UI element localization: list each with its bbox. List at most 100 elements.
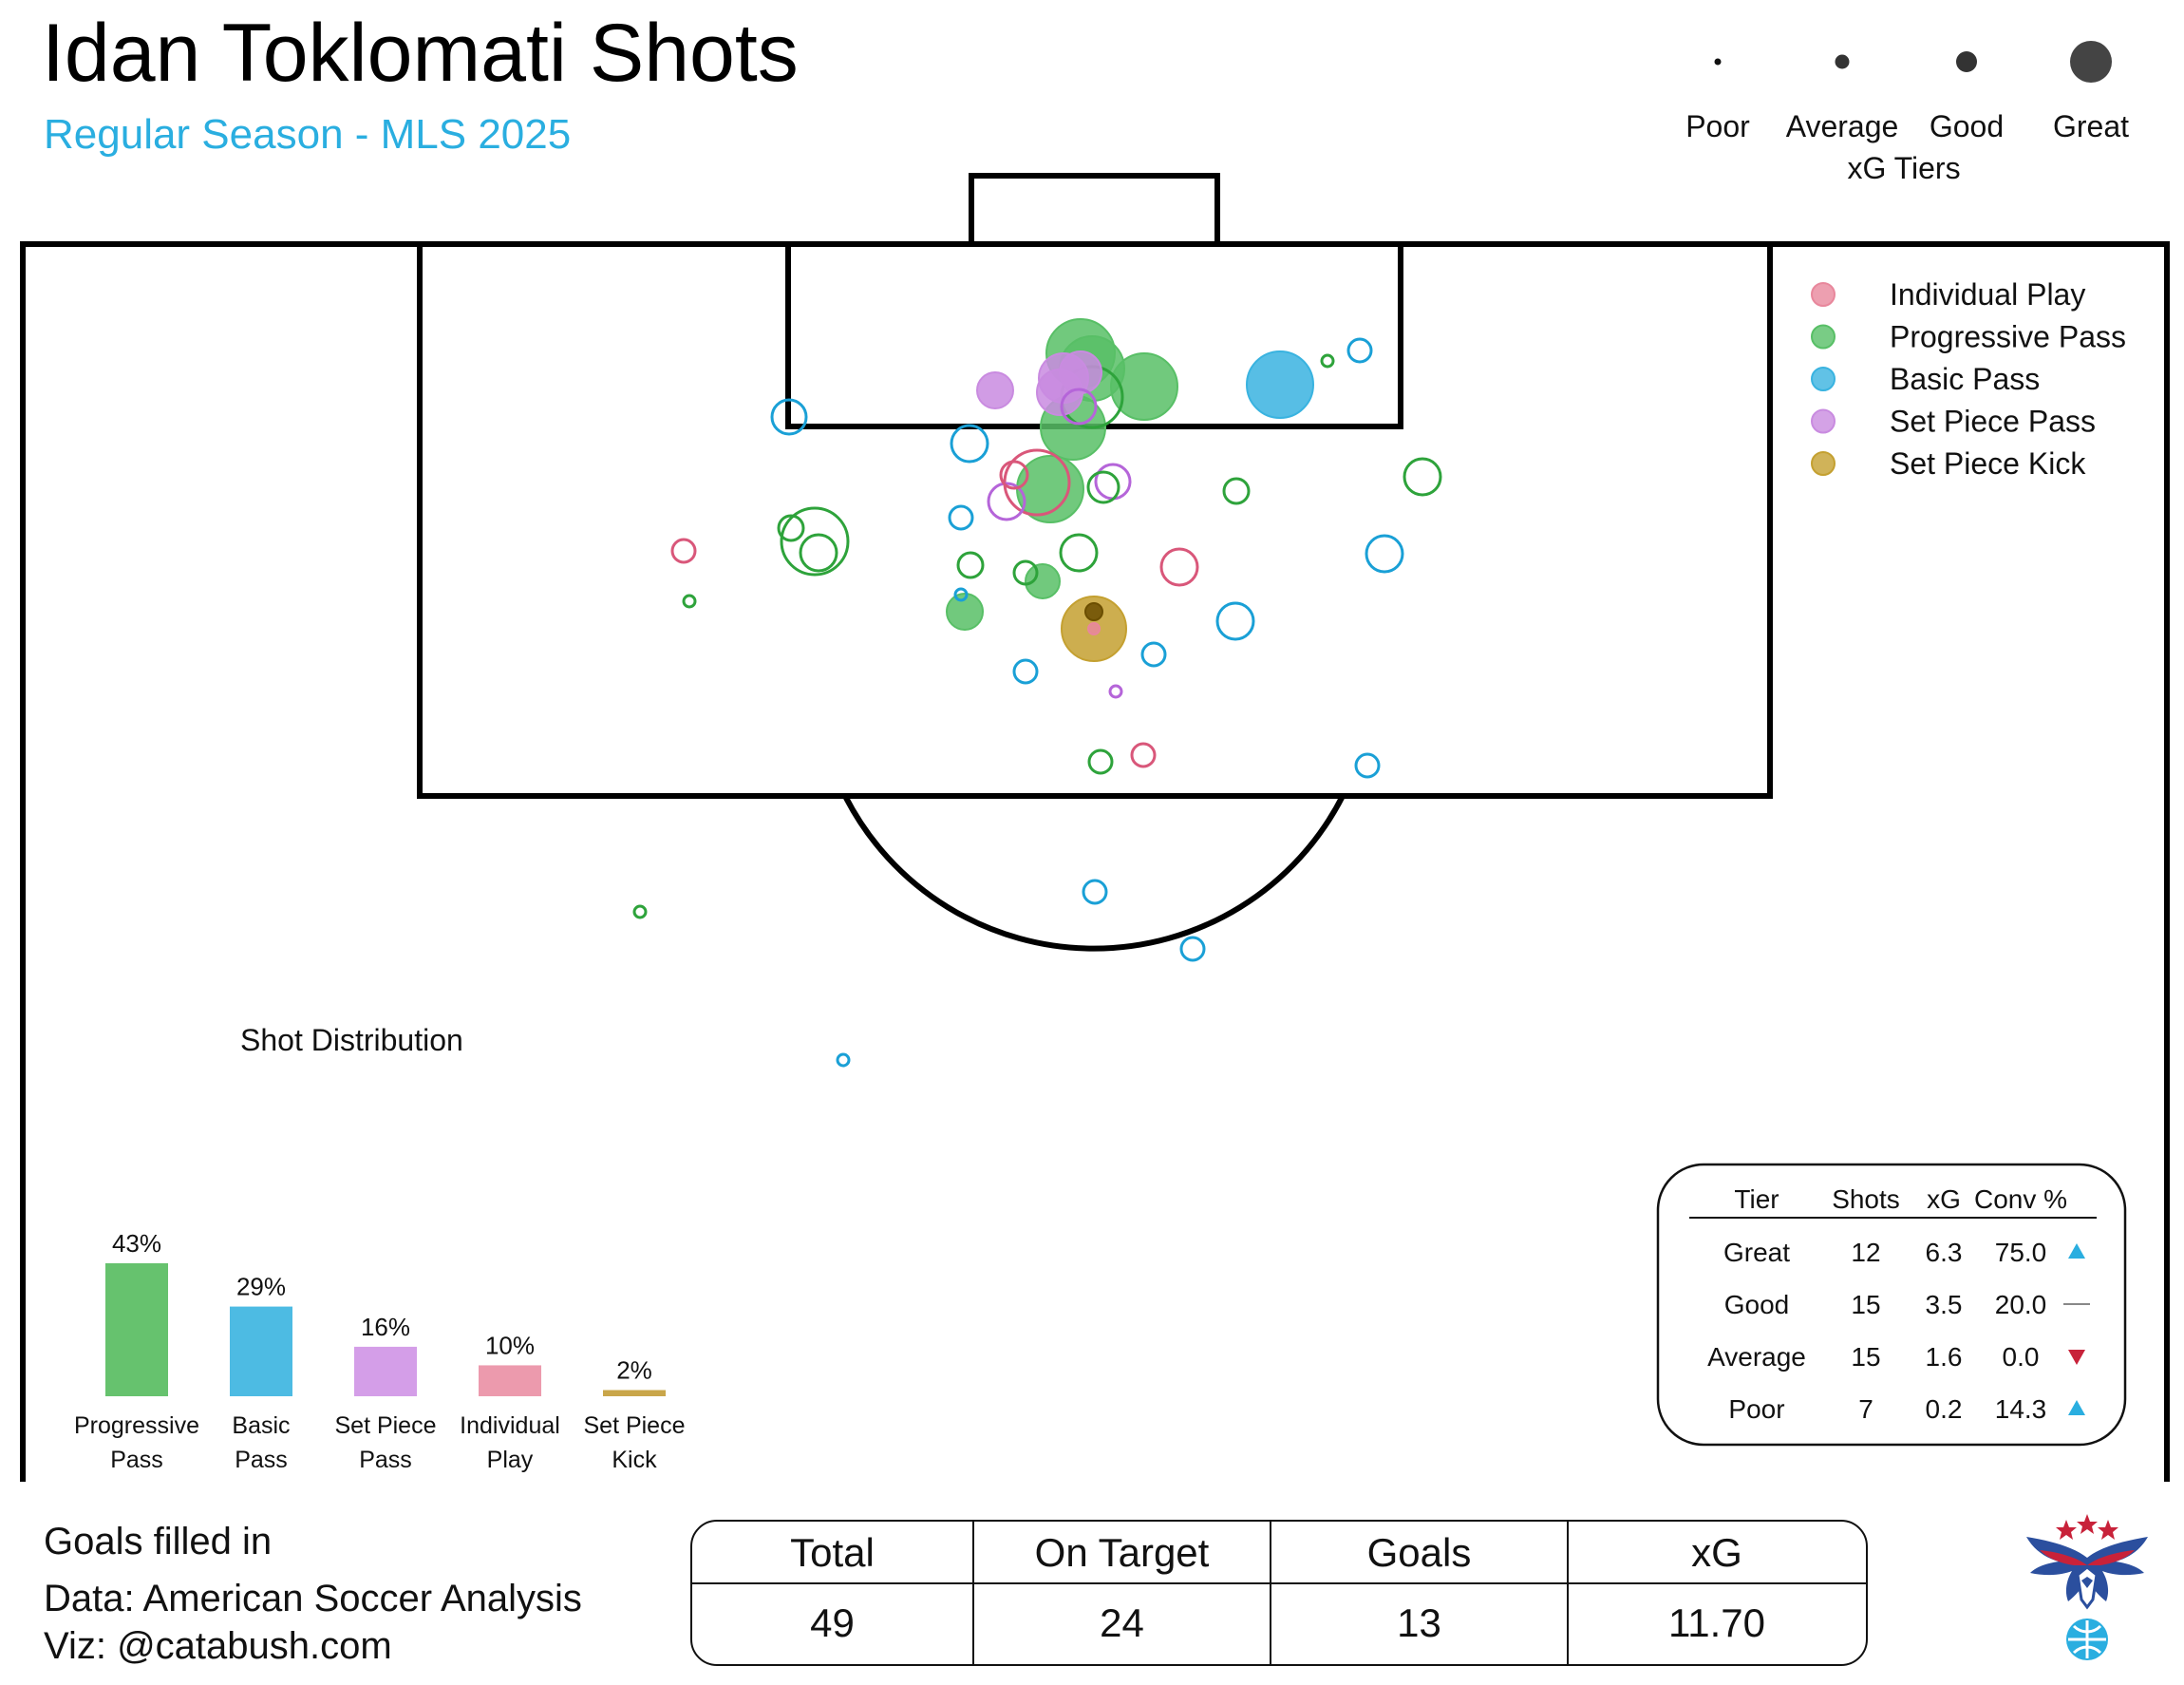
distribution-bar-label: Play — [487, 1447, 534, 1473]
summary-header-on-target: On Target — [1034, 1530, 1210, 1575]
summary-value-goals: 13 — [1397, 1600, 1441, 1645]
distribution-bar — [105, 1263, 168, 1396]
shot-marker — [1354, 752, 1381, 779]
shot-marker — [780, 506, 850, 577]
shot-marker — [1140, 641, 1167, 668]
distribution-bar-label: Progressive — [74, 1412, 199, 1439]
trend-up-icon — [2068, 1243, 2085, 1259]
shot-marker — [1087, 748, 1114, 775]
legend-type-marker — [1811, 408, 1836, 434]
tier-table-cell-conv: 20.0 — [1995, 1290, 2047, 1319]
tier-table-cell-xg: 3.5 — [1926, 1290, 1963, 1319]
shot-marker — [1094, 463, 1132, 501]
legend-size-good — [1956, 51, 1977, 72]
chart-subtitle: Regular Season - MLS 2025 — [44, 111, 572, 158]
distribution-bar-value: 16% — [361, 1313, 410, 1341]
shot-marker — [1215, 601, 1255, 641]
shot-marker — [1012, 658, 1039, 685]
shot-marker — [1130, 742, 1157, 768]
shot-marker — [836, 1052, 851, 1068]
footer-note: Goals filled in — [44, 1521, 273, 1562]
legend-type-marker — [1811, 324, 1836, 350]
shot-distribution-chart: Shot Distribution 43% Progressive Pass 29% B… — [74, 1023, 686, 1473]
shot-marker — [632, 904, 648, 919]
distribution-bar-value: 10% — [485, 1331, 535, 1359]
summary-header-rule — [692, 1582, 1866, 1584]
distribution-bar-value: 29% — [236, 1273, 286, 1301]
trend-down-icon — [2068, 1350, 2085, 1365]
shot-marker — [1087, 622, 1101, 635]
summary-col-on-target: On Target 24 — [972, 1522, 1270, 1664]
distribution-bar-label: Pass — [235, 1447, 288, 1473]
shot-marker — [1346, 337, 1373, 364]
legend-type-marker — [1811, 451, 1836, 476]
legend-type-marker — [1811, 367, 1836, 391]
shot-marker — [1082, 879, 1108, 905]
shot-marker — [777, 514, 805, 542]
distribution-bar-label: Pass — [359, 1447, 412, 1473]
shot-marker — [976, 371, 1014, 409]
distribution-bar-value: 2% — [616, 1355, 652, 1384]
pitch-lines — [20, 173, 2170, 1482]
legend-size-label-great: Great — [2053, 109, 2129, 143]
shot-marker — [1012, 559, 1039, 586]
legend-type-label: Individual Play — [1890, 277, 2085, 312]
shot-marker — [1108, 684, 1123, 699]
summary-stats-table: Total 49 On Target 24 Goals 13 xG 11.70 — [690, 1520, 1868, 1666]
tier-table-cell-conv: 14.3 — [1995, 1394, 2047, 1424]
tier-table-header: Conv % — [1974, 1184, 2067, 1214]
summary-header-total: Total — [790, 1530, 875, 1575]
distribution-bar-label: Set Piece — [334, 1412, 436, 1439]
shot-marker — [1365, 534, 1404, 574]
tier-table-cell-shots: 15 — [1851, 1290, 1880, 1319]
tier-table-cell-conv: 75.0 — [1995, 1238, 2047, 1267]
distribution-bar — [479, 1365, 541, 1396]
shot-marker — [948, 504, 974, 531]
tier-table-cell-xg: 6.3 — [1926, 1238, 1963, 1267]
summary-header-xg: xG — [1691, 1530, 1742, 1575]
shot-marker — [1086, 470, 1120, 504]
shot-marker — [1403, 457, 1442, 497]
legend-size-label-average: Average — [1786, 109, 1899, 143]
distribution-bar-value: 43% — [112, 1229, 161, 1258]
legend-size-label-good: Good — [1930, 109, 2004, 143]
summary-value-xg: 11.70 — [1668, 1600, 1765, 1645]
shot-marker — [999, 460, 1029, 490]
shot-marker — [956, 551, 985, 579]
tier-table-cell-shots: 12 — [1851, 1238, 1880, 1267]
tier-table-header: Tier — [1734, 1184, 1779, 1214]
footer-credit: Viz: @catabush.com — [44, 1625, 392, 1667]
penalty-arc — [842, 794, 1346, 952]
tier-table-frame — [1656, 1163, 2127, 1447]
shot-marker — [1060, 388, 1098, 426]
tier-table-cell-shots: 7 — [1858, 1394, 1873, 1424]
eagle-logo-icon — [2026, 1514, 2148, 1660]
tier-table-cell-tier: Great — [1723, 1238, 1790, 1267]
shot-marker — [950, 424, 989, 464]
tier-table-cell-xg: 1.6 — [1926, 1342, 1963, 1372]
shot-marker — [682, 594, 697, 609]
shot-marker — [1025, 563, 1061, 599]
tier-table-cell-tier: Good — [1724, 1290, 1790, 1319]
shot-marker — [770, 398, 808, 436]
goal-frame — [969, 173, 1220, 247]
distribution-bar-label: Set Piece — [583, 1412, 685, 1439]
summary-header-goals: Goals — [1366, 1530, 1472, 1575]
summary-value-total: 49 — [810, 1600, 855, 1645]
shot-marker — [670, 538, 697, 564]
legend-type-marker — [1811, 282, 1836, 307]
shot-marker — [953, 587, 969, 602]
chart-title: Idan Toklomati Shots — [42, 8, 799, 99]
tier-table-cell-tier: Poor — [1728, 1394, 1784, 1424]
summary-value-on-target: 24 — [1100, 1600, 1144, 1645]
summary-col-xg: xG 11.70 — [1567, 1522, 1865, 1664]
distribution-title: Shot Distribution — [240, 1023, 463, 1057]
summary-col-total: Total 49 — [692, 1522, 972, 1664]
tier-table-cell-conv: 0.0 — [2003, 1342, 2040, 1372]
shot-marker — [1084, 602, 1103, 621]
tier-table-header: xG — [1927, 1184, 1961, 1214]
shot-marker — [1159, 547, 1199, 587]
distribution-bar-label: Basic — [232, 1412, 290, 1439]
shot-marker — [1246, 350, 1314, 419]
summary-col-goals: Goals 13 — [1270, 1522, 1567, 1664]
